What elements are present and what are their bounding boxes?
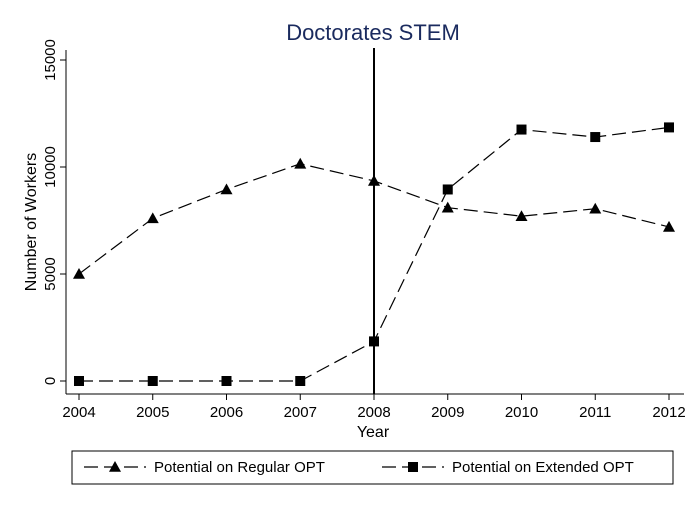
data-point-extended-opt (516, 124, 527, 135)
x-tick-label: 2004 (62, 404, 95, 421)
data-point-extended-opt (369, 336, 379, 347)
data-point-regular-opt (589, 202, 602, 214)
legend-label-regular-opt: Potential on Regular OPT (154, 459, 325, 476)
x-tick-label: 2012 (652, 404, 685, 421)
chart-title: Doctorates STEM (286, 20, 460, 45)
y-axis-title: Number of Workers (23, 153, 40, 291)
data-point-regular-opt (368, 174, 380, 186)
data-point-extended-opt (590, 132, 601, 143)
data-point-regular-opt (146, 212, 159, 224)
data-point-regular-opt (441, 201, 454, 213)
data-point-extended-opt (221, 376, 232, 386)
x-tick-label: 2011 (579, 404, 611, 421)
data-point-regular-opt (515, 210, 528, 222)
data-point-regular-opt (294, 157, 307, 169)
x-tick-label: 2005 (136, 404, 169, 421)
y-tick-label: 15000 (42, 39, 59, 81)
data-point-regular-opt (220, 183, 233, 195)
data-point-extended-opt (442, 184, 453, 195)
legend-marker-extended-opt (408, 462, 418, 472)
x-tick-label: 2009 (431, 404, 464, 421)
series-layer (73, 122, 675, 386)
y-tick-label: 10000 (42, 146, 59, 188)
x-tick-label: 2010 (505, 404, 538, 421)
data-point-extended-opt (74, 376, 84, 386)
x-tick-label: 2006 (210, 404, 243, 421)
x-axis-title: Year (357, 424, 390, 441)
legend-marker-regular-opt (109, 461, 121, 472)
y-tick-label: 0 (42, 377, 59, 385)
x-tick-label: 2008 (357, 404, 390, 421)
legend-label-extended-opt: Potential on Extended OPT (452, 459, 634, 476)
legend-box (71, 450, 674, 485)
data-point-regular-opt (73, 268, 85, 279)
data-point-extended-opt (664, 122, 674, 133)
data-point-regular-opt (663, 220, 675, 232)
data-point-extended-opt (147, 376, 158, 386)
data-point-extended-opt (295, 376, 306, 386)
y-axis-ticks: 0 5000 10000 15000 (42, 39, 66, 385)
legend: Potential on Regular OPT Potential on Ext… (84, 459, 634, 476)
y-tick-label: 5000 (42, 257, 59, 290)
x-tick-label: 2007 (284, 404, 317, 421)
x-axis-ticks: 2004 2005 2006 2007 2008 2009 2010 2011 2012 (62, 394, 686, 421)
